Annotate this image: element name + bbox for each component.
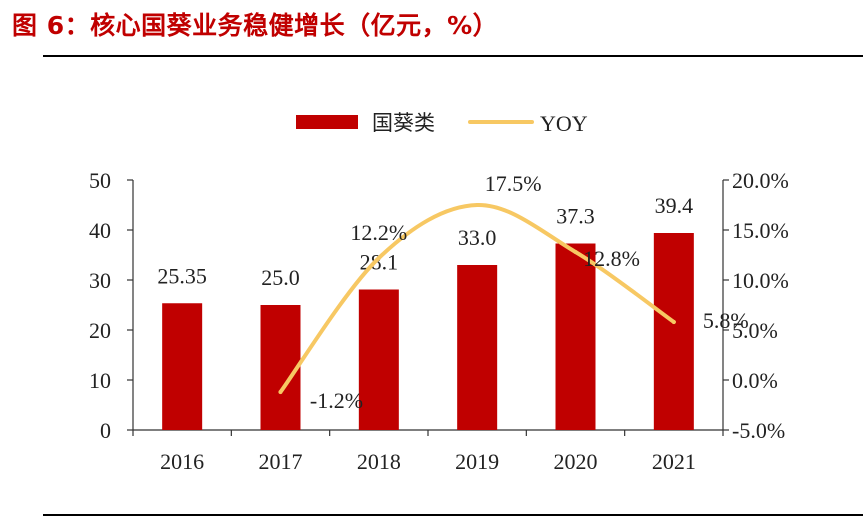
bar	[653, 233, 694, 430]
legend-swatch-bar	[296, 115, 358, 129]
left-axis-tick-label: 20	[89, 318, 111, 343]
yoy-data-label: 12.2%	[350, 220, 407, 245]
bar-data-label: 33.0	[458, 225, 497, 250]
left-axis-tick-label: 0	[100, 418, 111, 443]
yoy-data-label: -1.2%	[310, 388, 363, 413]
x-axis-tick-label: 2017	[259, 449, 303, 474]
yoy-point	[376, 256, 381, 260]
right-axis-tick-label: 0.0%	[732, 368, 778, 393]
x-axis-tick-label: 2021	[652, 449, 696, 474]
right-axis-tick-label: 10.0%	[732, 268, 789, 293]
line-layer: -1.2% 12.2% 17.5% 12.8% 5.8%	[278, 171, 749, 413]
yoy-point	[573, 250, 578, 254]
bars-layer: 25.35 25.028.133.037.3 39.4	[157, 193, 694, 430]
legend: 国葵类 YOY	[296, 111, 588, 136]
bar-data-label: 25.35	[157, 263, 207, 288]
left-axis-tick-label: 50	[89, 168, 111, 193]
yoy-data-label: 17.5%	[485, 171, 542, 196]
right-axis-tick-label: 20.0%	[732, 168, 789, 193]
bar-data-label: 37.3	[556, 204, 595, 229]
figure-title: 图 6：核心国葵业务稳健增长（亿元，%）	[12, 11, 499, 40]
bar-data-label: 25.0	[261, 265, 300, 290]
right-axis-tick-label: 5.0%	[732, 318, 778, 343]
legend-label-line: YOY	[540, 111, 588, 136]
x-axis-tick-label: 2018	[357, 449, 401, 474]
legend-label-bar: 国葵类	[372, 111, 435, 135]
bar	[457, 265, 498, 430]
x-axis-tick-label: 2016	[160, 449, 204, 474]
left-axis-tick-label: 30	[89, 268, 111, 293]
yoy-point	[671, 320, 676, 324]
top-rule	[43, 55, 863, 57]
right-axis-tick-label: -5.0%	[732, 418, 785, 443]
left-axis-tick-label: 40	[89, 218, 111, 243]
bar	[162, 303, 203, 430]
yoy-point	[475, 203, 480, 207]
x-axis-tick-label: 2019	[455, 449, 499, 474]
left-axis-tick-label: 10	[89, 368, 111, 393]
bottom-rule	[43, 514, 863, 516]
bar	[555, 243, 596, 430]
bar	[358, 289, 399, 430]
yoy-data-label: 5.8%	[703, 308, 749, 333]
right-axis-tick-label: 15.0%	[732, 218, 789, 243]
axes-layer: 0 10 20 30 40 50 -5.0% 0.0% 5.0% 10.0% 15.0% 20.0% 2…	[89, 168, 789, 474]
yoy-point	[278, 390, 283, 394]
yoy-data-label: 12.8%	[583, 246, 640, 271]
bar-data-label: 39.4	[655, 193, 694, 218]
x-axis-tick-label: 2020	[554, 449, 598, 474]
bar	[260, 305, 301, 430]
